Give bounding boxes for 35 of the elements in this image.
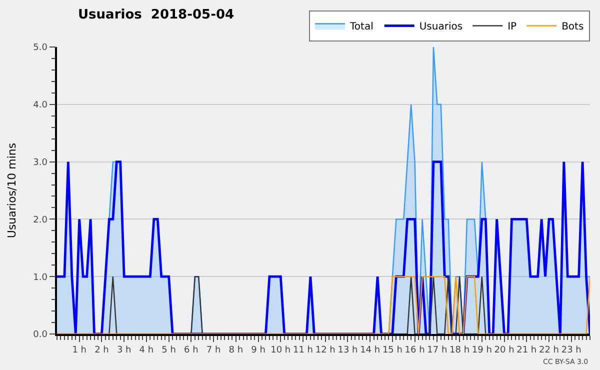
y-tick-label: 5.0 [33,43,48,54]
legend-label: Total [349,22,374,33]
x-tick-label: 7 h [206,346,221,356]
x-tick-label: 4 h [139,346,154,356]
x-tick-label: 16 h [404,346,425,356]
x-tick-label: 1 h [72,346,87,356]
y-tick-label: 4.0 [33,100,48,111]
x-tick-label: 13 h [338,346,358,356]
y-axis-title: Usuarios/10 mins [5,142,18,238]
x-tick-label: 12 h [315,346,336,356]
x-tick-label: 11 h [292,346,314,356]
y-tick-label: 2.0 [33,215,48,226]
y-tick-label: 1.0 [33,272,48,283]
x-tick-label: 5 h [162,346,176,356]
x-tick-label: 15 h [382,346,402,356]
x-tick-label: 14 h [360,346,380,356]
y-tick-label: 0.0 [33,330,48,340]
x-tick-label: 20 h [494,346,514,356]
x-tick-label: 10 h [270,346,291,356]
x-tick-label: 21 h [516,346,537,356]
x-tick-label: 23 h [561,346,582,356]
x-tick-label: 19 h [472,346,492,356]
x-tick-label: 17 h [427,346,448,356]
legend-label: Usuarios [419,22,463,33]
chart-title: Usuarios 2018-05-04 [78,7,234,22]
y-tick-label: 3.0 [33,158,48,168]
x-tick-label: 22 h [538,346,560,356]
x-tick-label: 2 h [94,346,109,356]
x-tick-label: 6 h [184,346,198,356]
x-tick-label: 3 h [116,346,132,356]
x-tick-label: 9 h [251,346,266,356]
legend-label: IP [508,22,517,33]
legend-label: Bots [562,22,584,33]
x-tick-label: 8 h [228,346,244,356]
x-tick-label: 18 h [450,346,470,356]
